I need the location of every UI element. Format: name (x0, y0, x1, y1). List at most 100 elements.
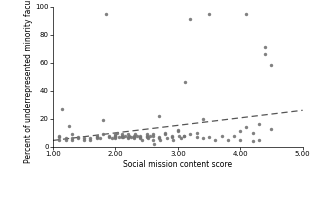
Point (269, 64, 274, 67)
Point (158, 138, 163, 141)
Point (157, 135, 162, 139)
Point (88, 138, 93, 141)
Point (200, 117, 205, 120)
Point (94, 134, 99, 137)
Point (113, 134, 118, 137)
Point (163, 131, 168, 134)
Point (213, 138, 218, 141)
Point (157, 137, 162, 140)
Point (110, 137, 115, 140)
Point (182, 134, 187, 137)
Y-axis label: Percent of underrepresented minority faculty: Percent of underrepresented minority fac… (24, 0, 32, 163)
Point (147, 134, 152, 137)
Point (120, 135, 125, 139)
Point (150, 132, 155, 136)
Point (138, 135, 143, 139)
Point (76, 137, 80, 140)
Point (107, 135, 112, 139)
Point (57, 134, 62, 137)
Point (60, 107, 65, 111)
Point (113, 137, 118, 140)
Point (183, 81, 188, 84)
Point (125, 135, 130, 139)
Point (94, 135, 99, 139)
Point (144, 135, 149, 139)
Point (82, 137, 87, 140)
Point (188, 132, 193, 136)
Point (122, 134, 127, 137)
Point (238, 138, 243, 141)
Point (94, 137, 99, 140)
Point (100, 132, 105, 136)
Point (119, 134, 124, 137)
Point (244, 12, 249, 15)
Point (100, 118, 105, 122)
Point (138, 134, 143, 137)
Point (88, 137, 93, 140)
Point (119, 132, 124, 136)
Point (129, 135, 134, 139)
Point (119, 135, 124, 139)
Point (188, 18, 193, 21)
Point (200, 137, 205, 140)
Point (145, 137, 150, 140)
Point (133, 132, 138, 136)
Point (69, 138, 74, 141)
Point (127, 134, 132, 137)
Point (135, 134, 140, 137)
Point (144, 134, 149, 137)
Point (175, 130, 180, 133)
Point (175, 128, 180, 132)
X-axis label: Social mission content score: Social mission content score (123, 160, 232, 169)
Point (104, 12, 109, 15)
Point (82, 138, 87, 141)
Point (138, 137, 143, 140)
Point (132, 135, 137, 139)
Point (57, 135, 62, 139)
Point (69, 132, 74, 136)
Point (144, 132, 149, 136)
Point (219, 134, 224, 137)
Point (150, 134, 155, 137)
Point (114, 131, 119, 134)
Point (169, 135, 174, 139)
Point (232, 134, 236, 137)
Point (207, 135, 212, 139)
Point (57, 138, 62, 141)
Point (139, 138, 144, 141)
Point (113, 135, 118, 139)
Point (170, 138, 175, 141)
Point (250, 139, 255, 143)
Point (63, 137, 68, 140)
Point (150, 138, 155, 141)
Point (132, 134, 137, 137)
Point (76, 135, 80, 139)
Point (132, 137, 137, 140)
Point (263, 53, 268, 56)
Point (238, 130, 243, 133)
Point (177, 134, 182, 137)
Point (207, 12, 212, 15)
Point (164, 137, 169, 140)
Point (152, 142, 157, 146)
Point (244, 125, 249, 129)
Point (269, 127, 274, 130)
Point (169, 134, 174, 137)
Point (97, 137, 102, 140)
Point (69, 137, 74, 140)
Point (194, 131, 199, 134)
Point (113, 134, 118, 137)
Point (125, 132, 130, 136)
Point (225, 138, 230, 141)
Point (116, 135, 121, 139)
Point (178, 137, 183, 140)
Point (125, 137, 130, 140)
Point (263, 46, 268, 49)
Point (163, 132, 168, 136)
Point (256, 123, 261, 126)
Point (194, 135, 199, 139)
Point (63, 138, 68, 141)
Point (182, 134, 187, 137)
Point (256, 138, 261, 141)
Point (113, 132, 118, 136)
